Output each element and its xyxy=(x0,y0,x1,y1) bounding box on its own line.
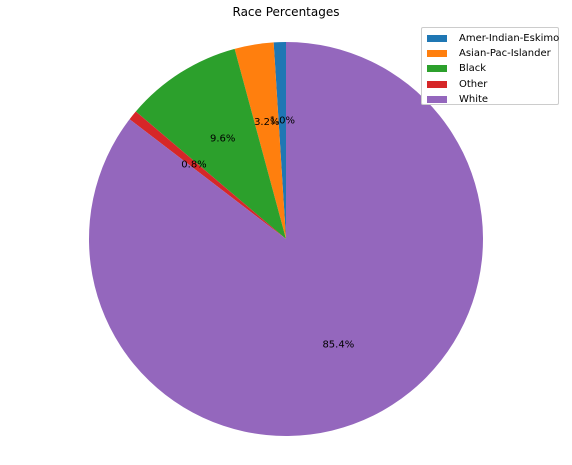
legend-item: Other xyxy=(427,77,558,92)
pie-slice-amer-indian-eskimo xyxy=(273,42,286,239)
pct-label-asian-pac-islander: 3.2% xyxy=(254,117,279,128)
legend-label: Other xyxy=(459,78,488,90)
legend-label: Amer-Indian-Eskimo xyxy=(459,33,560,45)
pie-slice-other xyxy=(129,111,286,239)
legend-item: Black xyxy=(427,61,558,76)
legend-swatch xyxy=(427,95,447,103)
legend-label: Black xyxy=(459,63,487,75)
legend-item: Asian-Pac-Islander xyxy=(427,46,558,61)
legend-swatch xyxy=(427,65,447,73)
pct-label-other: 0.8% xyxy=(181,159,206,170)
pct-label-black: 9.6% xyxy=(210,134,235,145)
legend: Amer-Indian-Eskimo Asian-Pac-Islander Blac… xyxy=(421,27,559,105)
pie-slice-black xyxy=(135,48,286,239)
pct-label-white: 85.4% xyxy=(322,339,354,350)
chart-title: Race Percentages xyxy=(232,5,340,19)
legend-swatch xyxy=(427,50,447,58)
legend-label: Asian-Pac-Islander xyxy=(459,48,551,60)
legend-swatch xyxy=(427,35,447,43)
pct-label-amer-indian-eskimo: 1.0% xyxy=(270,115,295,126)
legend-item: Amer-Indian-Eskimo xyxy=(427,31,560,46)
pie-slice-white xyxy=(88,42,483,437)
pie-slice-asian-pac-islander xyxy=(234,42,286,239)
legend-label: White xyxy=(459,93,489,105)
legend-swatch xyxy=(427,80,447,88)
legend-item: White xyxy=(427,92,558,107)
